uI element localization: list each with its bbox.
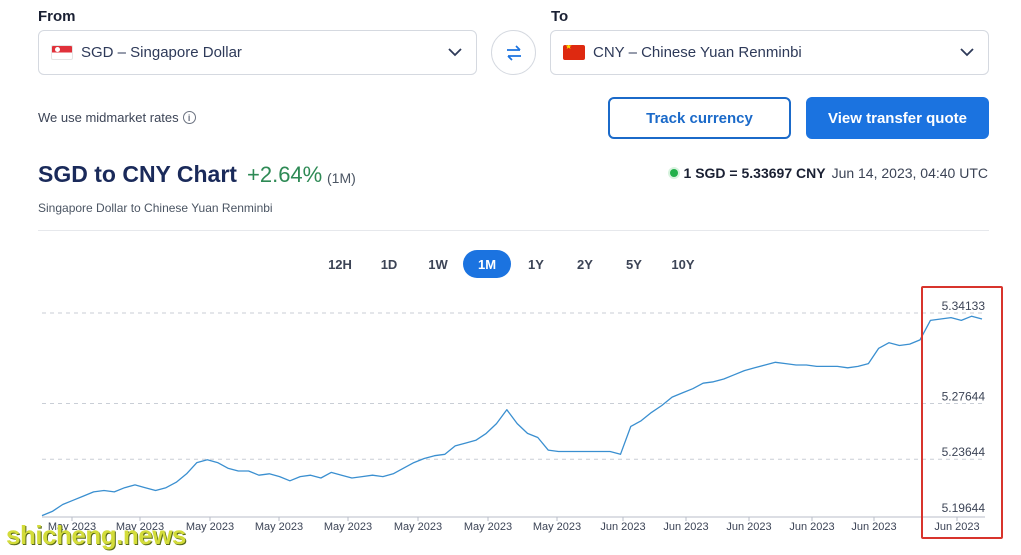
- x-tick-label: May 2023: [464, 521, 512, 533]
- range-tab-10y[interactable]: 10Y: [671, 256, 695, 272]
- x-tick-label: Jun 2023: [789, 521, 834, 533]
- x-tick-label: May 2023: [48, 521, 96, 533]
- info-icon[interactable]: i: [182, 111, 196, 124]
- highlight-box: [921, 286, 1003, 539]
- from-currency-value: SGD – Singapore Dollar: [81, 44, 242, 61]
- y-tick-label: 5.19644: [942, 501, 986, 515]
- chart-title: SGD to CNY Chart: [38, 161, 237, 187]
- x-tick-label: May 2023: [186, 521, 234, 533]
- track-currency-button[interactable]: Track currency: [608, 97, 791, 139]
- to-currency-select[interactable]: CNY – Chinese Yuan Renminbi: [550, 30, 989, 75]
- rate-timestamp: Jun 14, 2023, 04:40 UTC: [831, 165, 988, 181]
- range-tab-5y[interactable]: 5Y: [626, 256, 642, 272]
- range-tab-1m[interactable]: 1M: [463, 250, 511, 278]
- section-divider: [38, 230, 989, 231]
- singapore-flag-icon: [51, 45, 73, 60]
- chevron-down-icon: [958, 44, 976, 62]
- range-tab-1y[interactable]: 1Y: [528, 256, 544, 272]
- range-tab-1w[interactable]: 1W: [428, 256, 448, 272]
- chart-subtitle: Singapore Dollar to Chinese Yuan Renminb…: [38, 201, 273, 215]
- watermark: shicheng.news: [6, 520, 186, 550]
- x-tick-label: Jun 2023: [663, 521, 708, 533]
- to-label: To: [551, 8, 569, 25]
- swap-currencies-button[interactable]: [491, 30, 536, 75]
- x-tick-label: Jun 2023: [851, 521, 896, 533]
- swap-arrows-icon: [506, 44, 521, 61]
- x-tick-label: Jun 2023: [934, 521, 979, 533]
- time-range-tabs: 12H 1D 1W 1M 1Y 2Y 5Y 10Y: [316, 250, 708, 278]
- range-tab-1d[interactable]: 1D: [380, 256, 398, 272]
- midmarket-note: We use midmarket rates i: [38, 110, 196, 125]
- x-tick-label: Jun 2023: [726, 521, 771, 533]
- rate-value: 1 SGD = 5.33697 CNY: [683, 165, 826, 181]
- chevron-down-icon: [446, 44, 464, 62]
- chart-change-percent: +2.64%: [247, 162, 323, 187]
- current-rate: 1 SGD = 5.33697 CNY Jun 14, 2023, 04:40 …: [669, 165, 988, 181]
- range-tab-12h[interactable]: 12H: [328, 256, 352, 272]
- live-status-dot: [669, 169, 678, 177]
- midmarket-text: We use midmarket rates: [38, 110, 179, 125]
- y-tick-label: 5.27644: [942, 389, 986, 403]
- range-tab-2y[interactable]: 2Y: [577, 256, 593, 272]
- y-tick-label: 5.23644: [942, 445, 986, 459]
- x-tick-label: May 2023: [324, 521, 372, 533]
- to-currency-value: CNY – Chinese Yuan Renminbi: [593, 44, 802, 61]
- china-flag-icon: [563, 45, 585, 60]
- rate-chart[interactable]: 5.34133 5.27644 5.23644 5.19644 May 2023 May …: [0, 285, 1021, 540]
- y-tick-label: 5.34133: [942, 299, 986, 313]
- x-tick-label: May 2023: [255, 521, 303, 533]
- from-label: From: [38, 8, 76, 25]
- view-transfer-quote-button[interactable]: View transfer quote: [806, 97, 989, 139]
- series-line: [41, 315, 983, 517]
- chart-period: (1M): [327, 170, 356, 186]
- x-tick-label: May 2023: [394, 521, 442, 533]
- x-tick-label: May 2023: [533, 521, 581, 533]
- x-tick-label: Jun 2023: [600, 521, 645, 533]
- from-currency-select[interactable]: SGD – Singapore Dollar: [38, 30, 477, 75]
- x-tick-label: May 2023: [116, 521, 164, 533]
